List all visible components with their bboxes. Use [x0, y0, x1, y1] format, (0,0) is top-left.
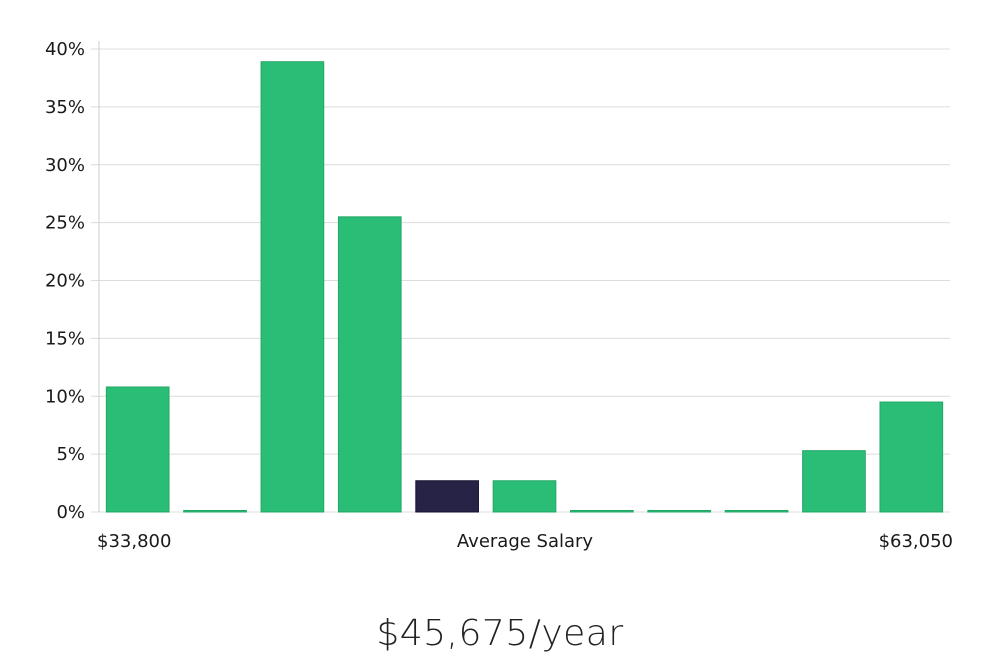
y-tick-label: 0% [56, 502, 85, 523]
y-tick-label: 25% [45, 213, 85, 234]
bar [492, 480, 557, 513]
x-min-salary-label: $33,800 [97, 531, 171, 552]
y-tick-label: 40% [45, 39, 85, 60]
y-tick-label: 35% [45, 97, 85, 118]
average-salary-figure: $45,675/year [376, 613, 624, 654]
bar [724, 510, 789, 513]
bar [879, 401, 944, 513]
bar-highlighted [415, 480, 479, 513]
bars [105, 61, 944, 513]
bar [183, 510, 247, 513]
y-tick-label: 20% [45, 271, 85, 292]
bar [337, 216, 402, 513]
y-tick-label: 15% [45, 328, 85, 349]
bar [647, 510, 712, 513]
bar [802, 450, 866, 513]
salary-distribution-chart: 0% 5% 10% 15% 20% 25% 30% 35% 40% $33,800 Averag… [45, 39, 953, 552]
y-tick-label: 5% [56, 444, 85, 465]
y-axis-ticks: 0% 5% 10% 15% 20% 25% 30% 35% 40% [45, 39, 85, 523]
bar [260, 61, 325, 513]
y-tick-label: 10% [45, 386, 85, 407]
y-tick-label: 30% [45, 155, 85, 176]
bar [105, 386, 170, 513]
bar [570, 510, 634, 513]
x-max-salary-label: $63,050 [879, 531, 953, 552]
grid-lines [91, 48, 950, 513]
x-axis-title: Average Salary [457, 531, 594, 552]
